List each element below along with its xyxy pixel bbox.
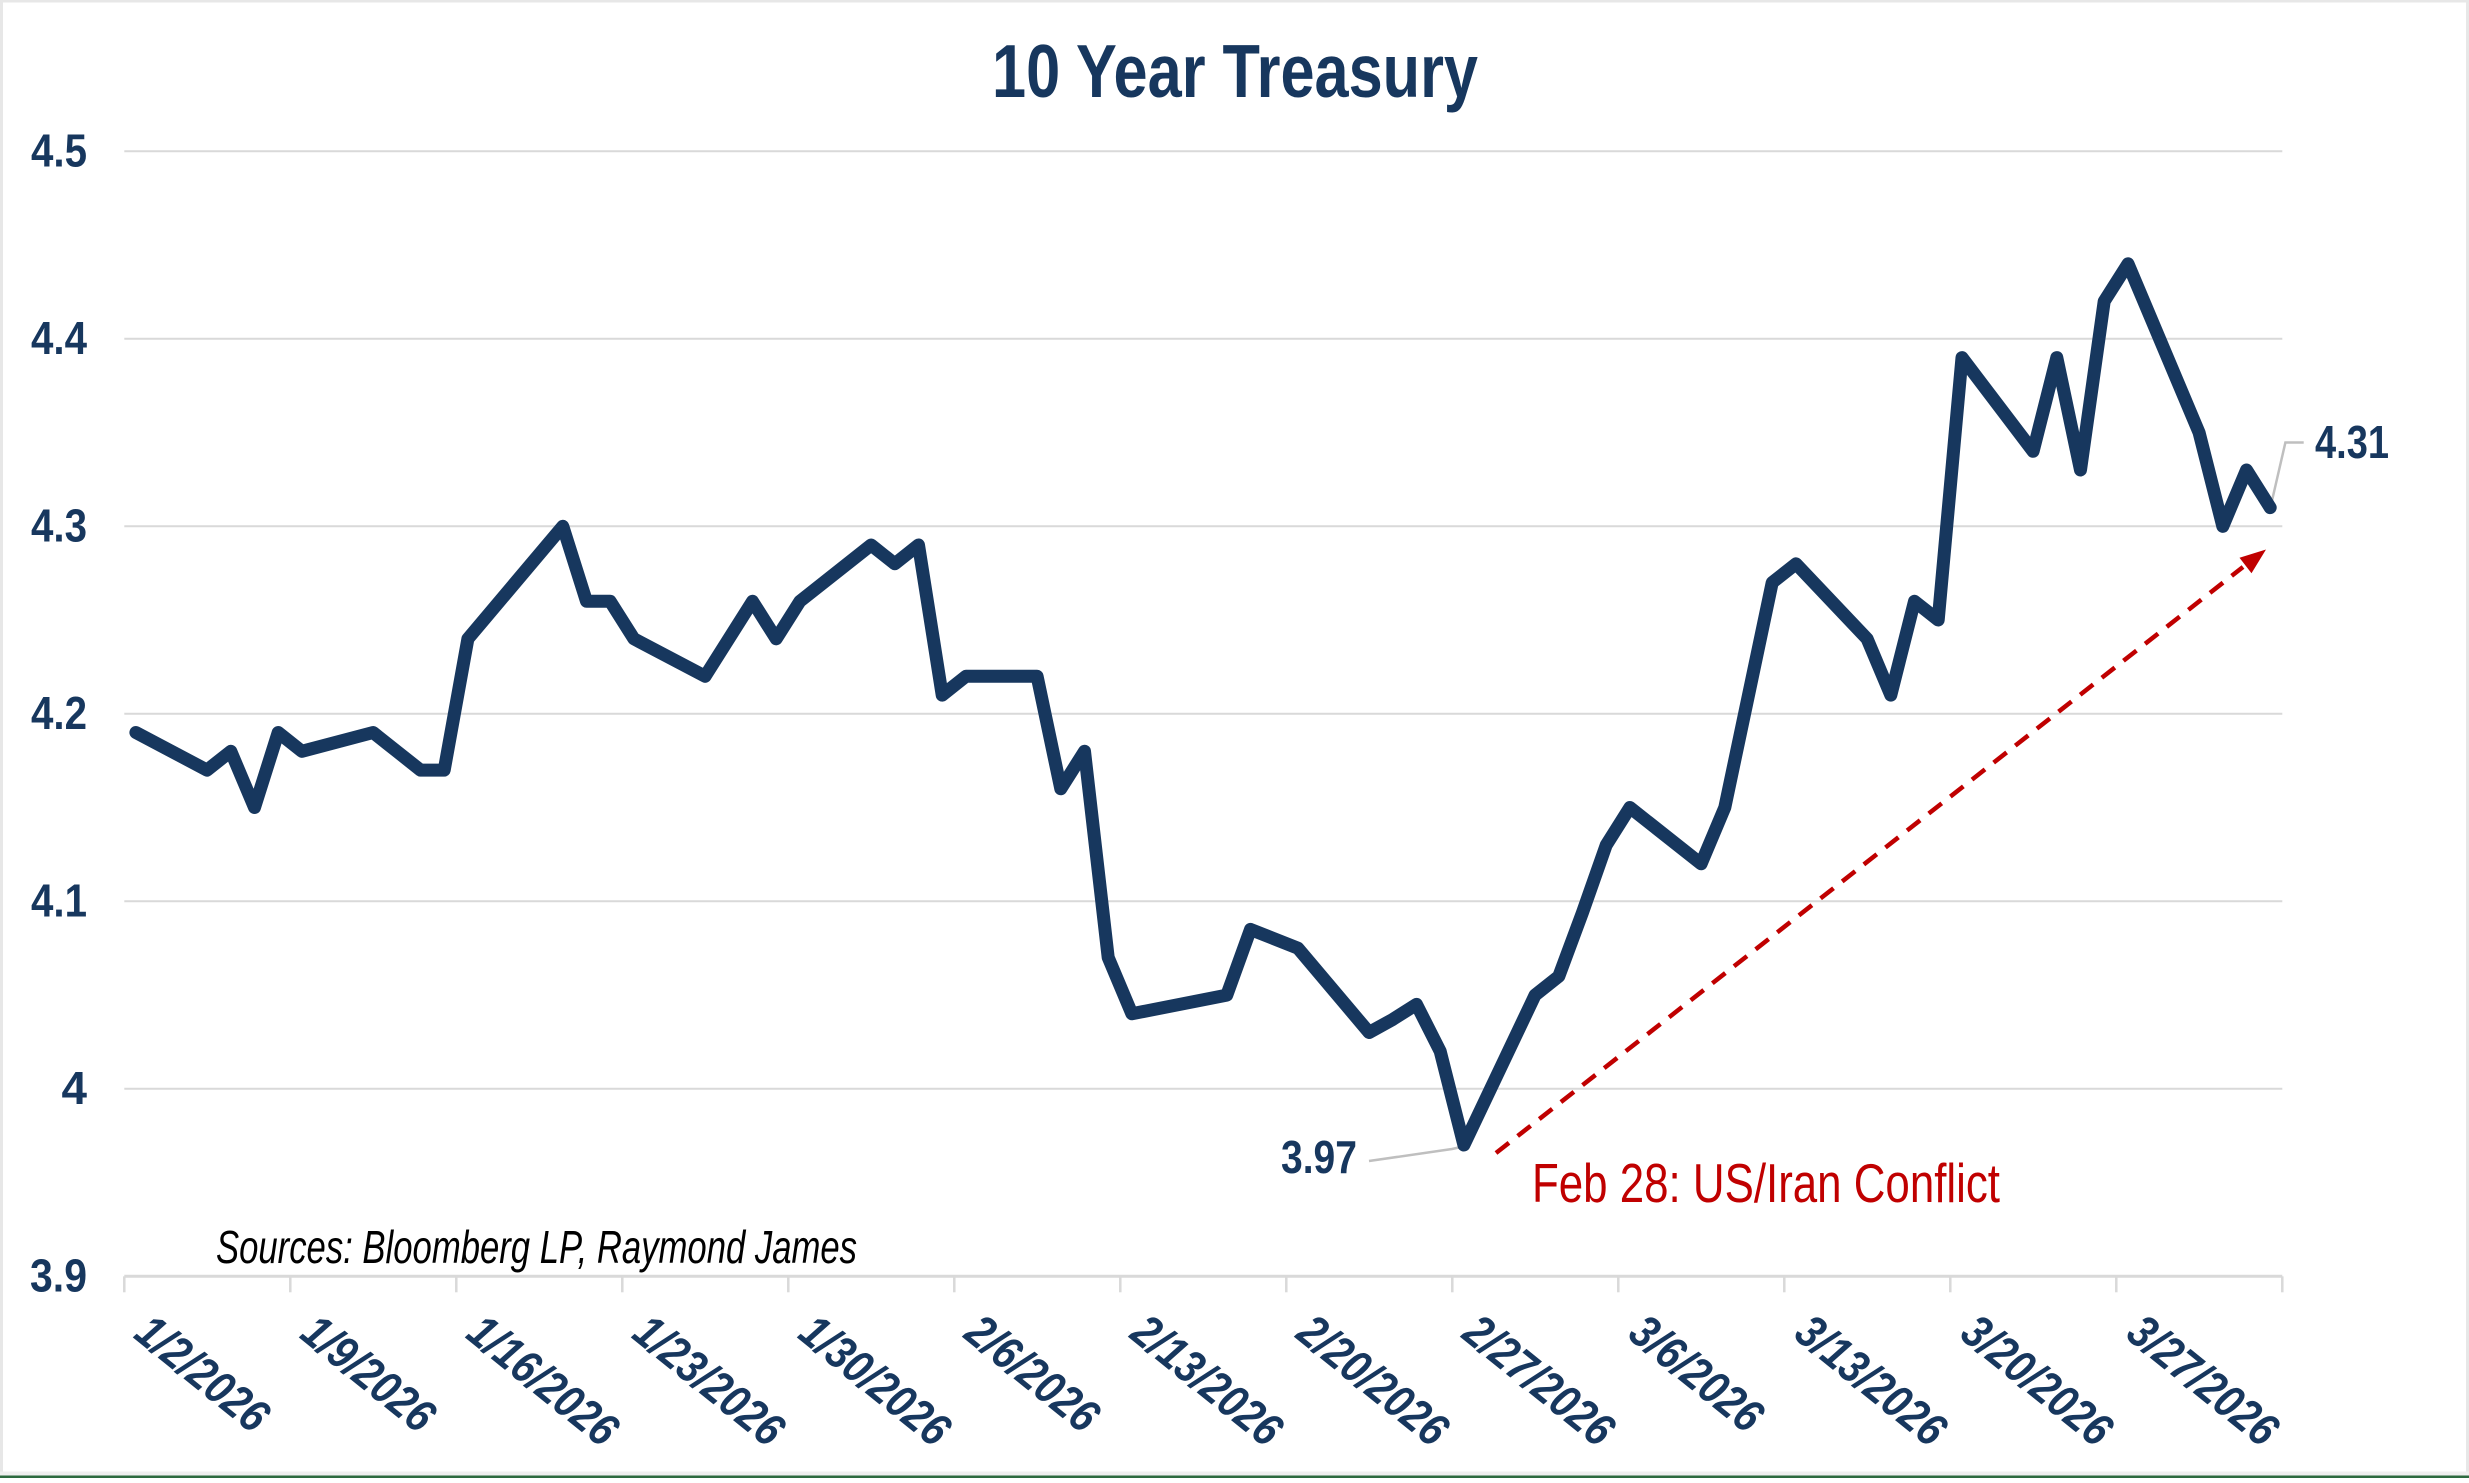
svg-text:4.31: 4.31 bbox=[2315, 416, 2389, 468]
svg-text:3.97: 3.97 bbox=[1281, 1131, 1357, 1183]
svg-text:4.4: 4.4 bbox=[31, 312, 87, 364]
svg-text:4.3: 4.3 bbox=[31, 499, 87, 551]
svg-text:4: 4 bbox=[62, 1062, 88, 1114]
svg-text:4.5: 4.5 bbox=[31, 124, 87, 176]
svg-text:4.2: 4.2 bbox=[31, 687, 87, 739]
svg-text:4.1: 4.1 bbox=[31, 874, 87, 926]
svg-text:3.9: 3.9 bbox=[30, 1249, 87, 1301]
svg-text:Feb 28: US/Iran Conflict: Feb 28: US/Iran Conflict bbox=[1532, 1152, 2000, 1214]
svg-text:10 Year Treasury: 10 Year Treasury bbox=[992, 29, 1478, 113]
svg-text:Sources: Bloomberg LP, Raymond: Sources: Bloomberg LP, Raymond James bbox=[216, 1221, 857, 1273]
